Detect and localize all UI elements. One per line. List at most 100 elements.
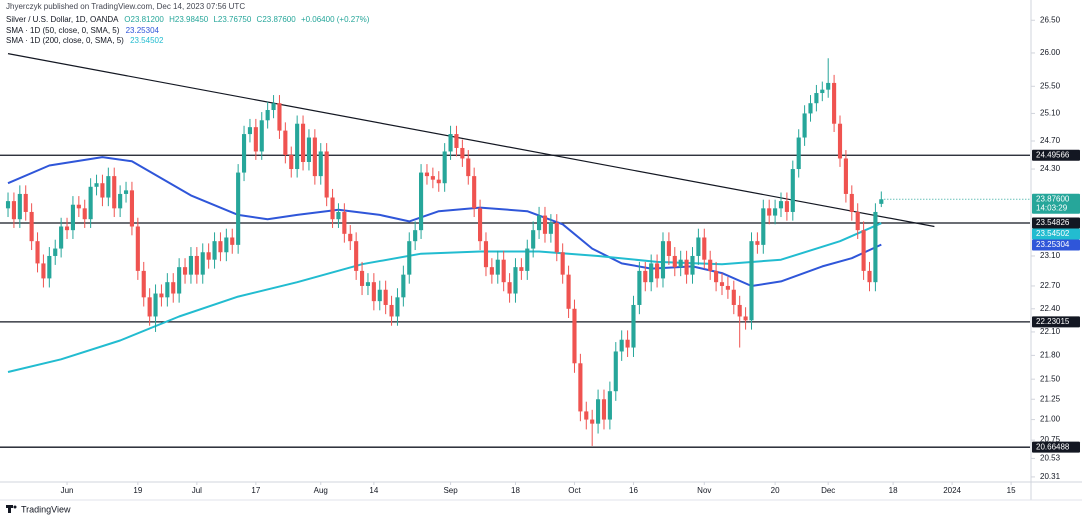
candle-body	[696, 237, 701, 256]
candle-body	[619, 339, 624, 352]
candle-body	[424, 172, 430, 177]
candle-body	[773, 208, 778, 216]
candle-body	[790, 169, 795, 212]
candle-body	[194, 255, 199, 275]
candle-body	[731, 289, 736, 305]
candle-body	[590, 419, 595, 424]
candle-body	[241, 134, 247, 173]
candle-body	[413, 230, 418, 242]
candle-body	[271, 103, 276, 111]
candle-body	[224, 237, 229, 253]
price-label: 22.23015	[1036, 317, 1070, 326]
candle-body	[495, 259, 500, 275]
candle-body	[153, 293, 158, 317]
candle-body	[123, 190, 129, 194]
candle-body	[796, 137, 801, 170]
ohlc-close: C23.87600	[257, 15, 297, 24]
sma200-value: 23.54502	[130, 36, 164, 45]
candle-body	[454, 134, 459, 148]
candle-body	[531, 230, 536, 249]
candle-body	[300, 123, 306, 162]
candle-body	[725, 285, 730, 290]
price-label-bg	[1032, 193, 1080, 214]
price-label: 23.54502	[1036, 229, 1070, 238]
change: +0.06400 (+0.27%)	[301, 15, 370, 24]
brand-logo	[6, 505, 17, 513]
candle-body	[607, 391, 612, 420]
price-label-bg	[1032, 149, 1080, 161]
candle-body	[165, 282, 170, 298]
logo-part	[13, 505, 17, 509]
candle-body	[11, 201, 16, 220]
y-tick-label: 21.80	[1040, 351, 1061, 360]
candle-body	[330, 197, 335, 220]
candle-body	[873, 211, 878, 283]
candle-body	[29, 211, 34, 242]
x-tick-label: 15	[1007, 486, 1016, 495]
candle-body	[855, 211, 860, 231]
candle-body	[70, 204, 75, 231]
candle-body	[501, 259, 506, 283]
candle-body	[537, 215, 542, 231]
x-tick-label: 19	[133, 486, 142, 495]
candle-body	[5, 201, 11, 209]
price-label-bg	[1032, 239, 1080, 251]
candle-body	[324, 151, 329, 198]
logo-part	[8, 505, 11, 513]
candle-body	[295, 123, 300, 170]
y-tick-label: 20.53	[1040, 454, 1061, 463]
candle-body	[478, 208, 483, 242]
y-tick-label: 25.10	[1040, 109, 1061, 118]
price-label-bg	[1032, 217, 1080, 229]
candle-body	[542, 215, 548, 234]
candle-body	[17, 193, 22, 220]
candle-body	[236, 172, 241, 245]
candle-body	[371, 282, 376, 302]
candle-body	[336, 211, 341, 220]
overlay: Jhyerczyk published on TradingView.com, …	[2, 2, 382, 514]
price-label: 14:03:29	[1036, 203, 1068, 212]
ohlc-low: L23.76750	[213, 15, 251, 24]
candle-body	[843, 158, 848, 194]
candle-body	[596, 399, 601, 424]
candle-body	[401, 274, 406, 298]
candle-body	[112, 176, 117, 209]
y-tick-label: 21.00	[1040, 415, 1061, 424]
candle-body	[348, 233, 353, 242]
sma200-legend: SMA · 1D (200, close, 0, SMA, 5) 23.5450…	[6, 36, 164, 45]
candle-body	[672, 255, 677, 268]
candle-body	[578, 363, 583, 412]
candle-body	[778, 201, 784, 209]
candle-body	[719, 282, 725, 286]
candle-body	[100, 183, 105, 198]
candle-body	[88, 186, 93, 220]
candle-body	[135, 226, 140, 271]
x-tick-label: Jun	[61, 486, 74, 495]
candle-body	[861, 230, 866, 271]
y-tick-label: 20.31	[1040, 472, 1061, 481]
candle-body	[649, 263, 654, 283]
candle-body	[666, 241, 671, 256]
candle-body	[613, 351, 618, 392]
price-label: 23.54826	[1036, 218, 1070, 227]
x-tick-label: 18	[889, 486, 898, 495]
candle-body	[212, 241, 217, 260]
y-tick-label: 22.70	[1040, 281, 1061, 290]
x-tick-label: Oct	[568, 486, 581, 495]
candle-body	[253, 127, 258, 152]
candle-body	[826, 82, 831, 90]
candle-body	[230, 237, 235, 245]
symbol-title: Silver / U.S. Dollar, 1D, OANDA	[6, 15, 119, 24]
sma200-name: SMA · 1D (200, close, 0, SMA, 5)	[6, 36, 124, 45]
candle-body	[784, 201, 789, 212]
price-label-bg	[1032, 316, 1080, 328]
candle-body	[177, 267, 182, 294]
candle-body	[395, 297, 400, 317]
candle-body	[684, 259, 689, 275]
x-tick-label: 16	[629, 486, 638, 495]
candle-body	[200, 252, 205, 275]
candle-body	[23, 193, 28, 212]
candle-body	[389, 304, 394, 317]
